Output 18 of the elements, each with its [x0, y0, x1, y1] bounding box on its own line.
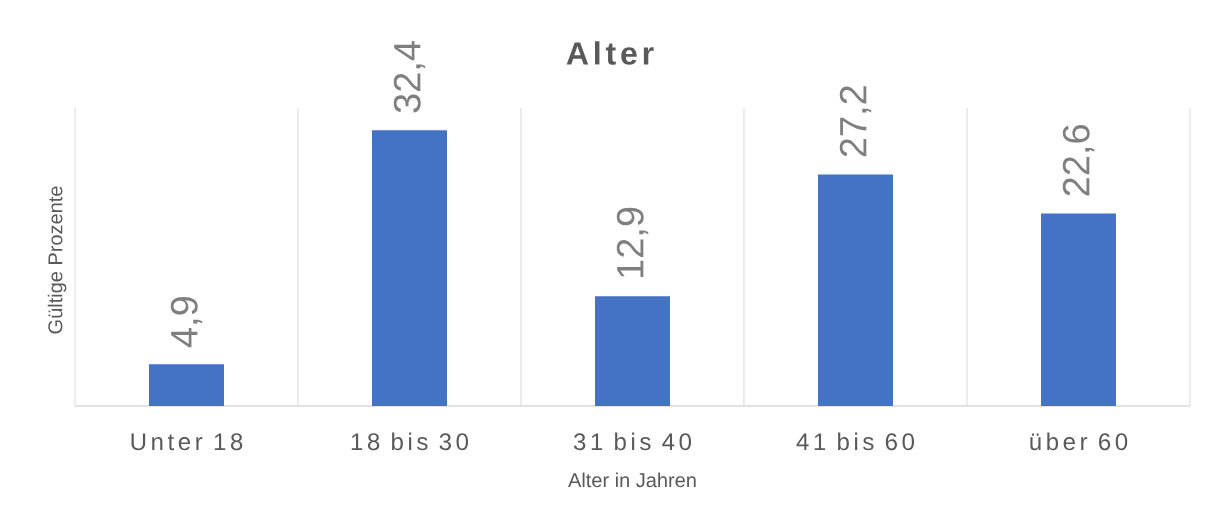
bar: [1040, 213, 1116, 406]
data-label: 27,2: [839, 86, 872, 157]
x-tick-label: 41 bis 60: [796, 432, 915, 451]
x-tick-label: über 60: [1030, 432, 1128, 451]
data-label: 32,4: [393, 41, 426, 113]
x-axis-title: Alter in Jahren: [568, 472, 696, 488]
y-axis-title: Gültige Prozente: [47, 186, 67, 334]
data-label: 12,9: [616, 207, 649, 278]
x-tick-label: 18 bis 30: [351, 432, 469, 451]
x-tick-label: 31 bis 40: [573, 432, 692, 451]
bar: [594, 296, 670, 406]
x-tick-label: Unter 18: [131, 433, 243, 451]
bar: [149, 364, 224, 406]
data-label: 22,6: [1062, 125, 1095, 196]
bar: [817, 174, 893, 406]
chart-title: Alter: [566, 41, 654, 65]
data-label: 4,9: [170, 297, 203, 348]
bar: [371, 130, 447, 406]
